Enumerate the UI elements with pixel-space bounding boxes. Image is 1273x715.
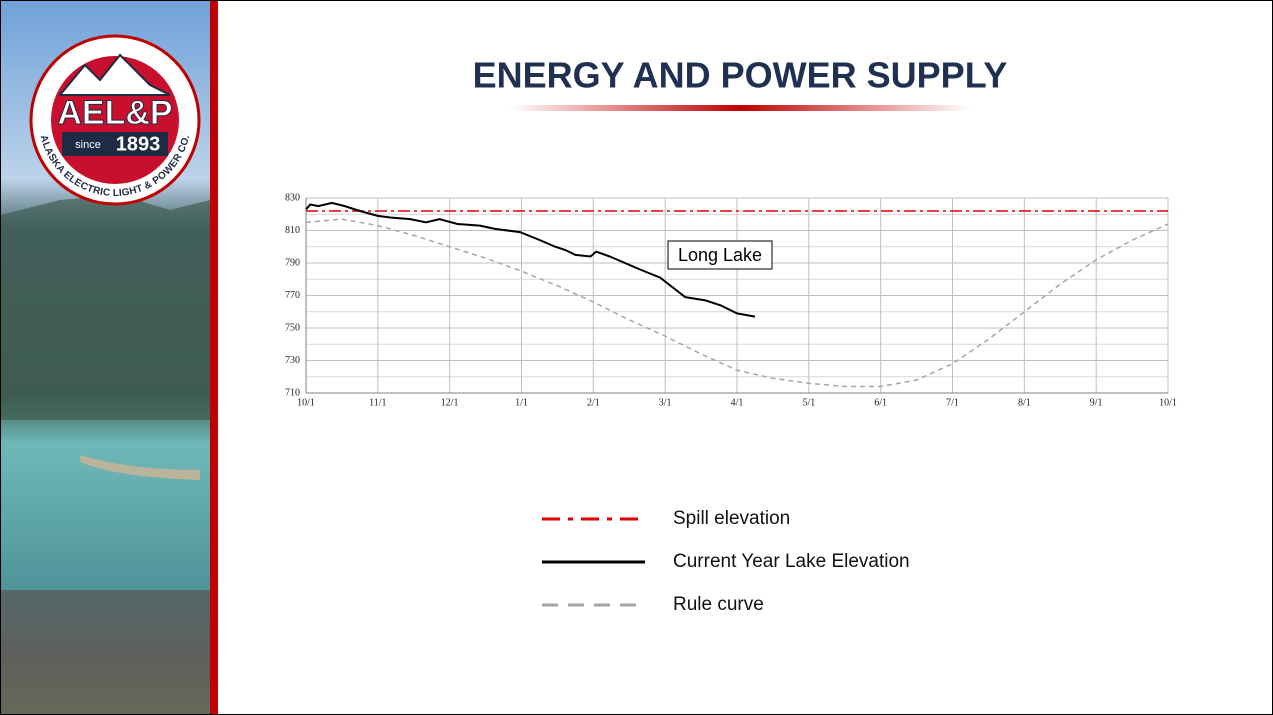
y-tick-label: 730 [285,355,300,366]
y-tick-label: 830 [285,192,300,203]
mountain [0,195,210,420]
x-tick-label: 8/1 [1018,397,1031,408]
y-tick-label: 750 [285,322,300,333]
red-bar [210,0,218,715]
slide: AEL&P since 1893 ALASKA ELECTRIC LIGHT &… [0,0,1273,715]
x-tick-label: 7/1 [946,397,959,408]
logo-year: 1893 [116,133,161,155]
x-tick-label: 9/1 [1090,397,1103,408]
x-tick-label: 10/1 [297,397,315,408]
x-tick-label: 10/1 [1159,397,1177,408]
x-tick-label: 5/1 [802,397,815,408]
x-tick-label: 6/1 [874,397,887,408]
y-tick-label: 790 [285,257,300,268]
logo-since: since [75,139,101,151]
x-tick-label: 3/1 [659,397,672,408]
legend-label: Spill elevation [673,508,790,529]
title: ENERGY AND POWER SUPPLY [473,55,1008,96]
x-tick-label: 2/1 [587,397,600,408]
x-tick-label: 11/1 [369,397,386,408]
annotation: Long Lake [678,245,762,265]
title-underline [510,105,970,111]
logo-name: AEL&P [57,94,172,132]
legend-label: Rule curve [673,594,764,615]
x-tick-label: 1/1 [515,397,528,408]
x-tick-label: 12/1 [441,397,459,408]
town [0,590,210,715]
y-tick-label: 810 [285,225,300,236]
x-tick-label: 4/1 [731,397,744,408]
y-tick-label: 770 [285,290,300,301]
slide-canvas: AEL&P since 1893 ALASKA ELECTRIC LIGHT &… [0,0,1273,715]
legend-label: Current Year Lake Elevation [673,551,910,572]
